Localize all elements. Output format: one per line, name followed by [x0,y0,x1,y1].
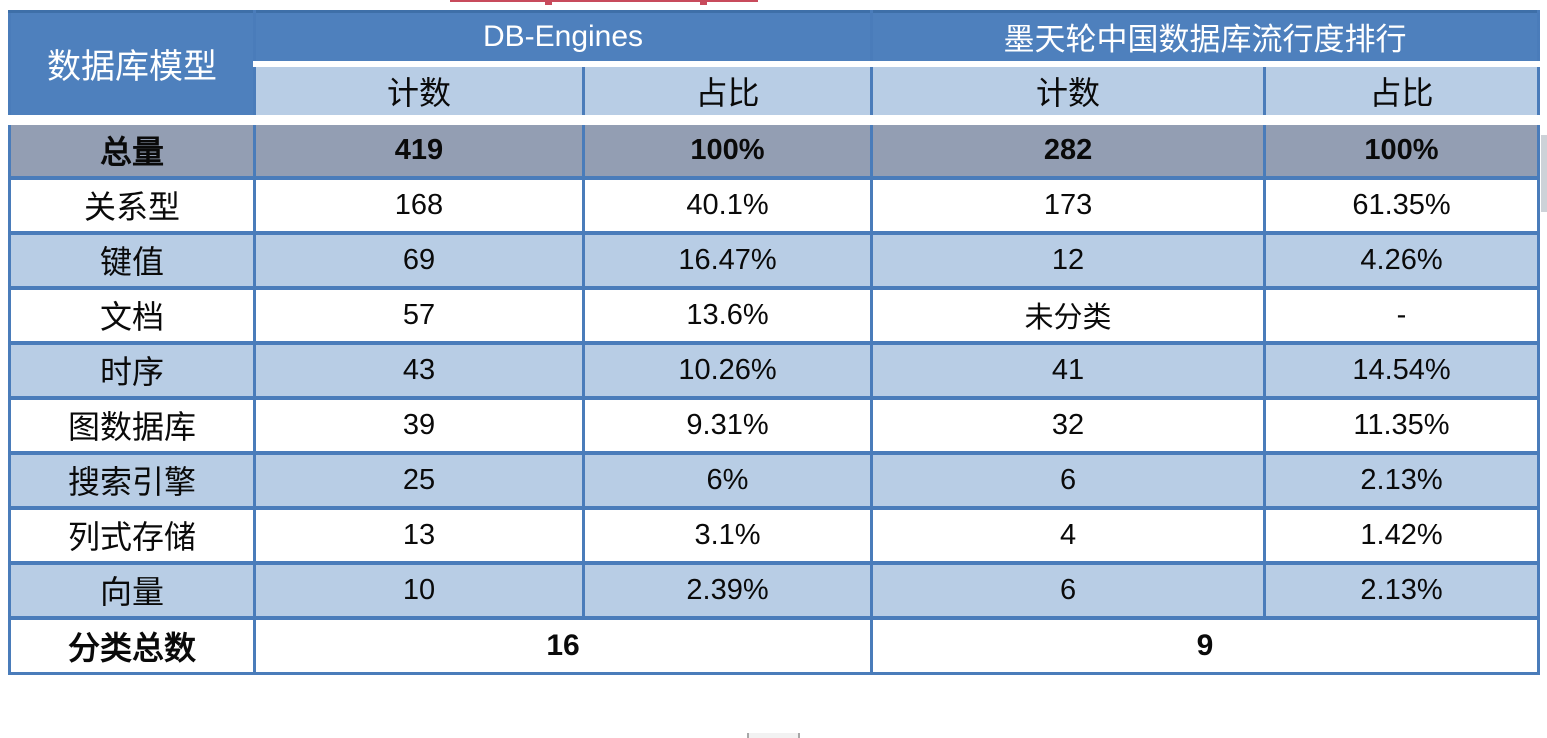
value-cell: 4.26% [1264,230,1539,288]
value-cell: 12 [871,230,1267,288]
value-cell: 13.6% [583,285,874,343]
row-label: 图数据库 [9,395,256,453]
table-row: 向量 10 2.39% 6 2.13% [9,560,1539,618]
value-cell: 282 [871,119,1267,178]
col-header-db-share: 占比 [583,63,874,125]
table-row: 键值 69 16.47% 12 4.26% [9,230,1539,288]
value-cell: 43 [254,340,585,398]
value-cell: 57 [254,285,585,343]
footer-row: 分类总数 16 9 [9,615,1539,674]
value-cell: 419 [254,119,585,178]
row-label: 关系型 [9,175,256,233]
value-cell: 40.1% [583,175,874,233]
cropped-red-text-artifact [545,0,552,5]
value-cell: 16.47% [583,230,874,288]
value-cell-modb-category-total: 9 [871,615,1539,674]
row-label: 列式存储 [9,505,256,563]
value-cell: 168 [254,175,585,233]
value-cell: 6 [871,560,1267,618]
value-cell: 69 [254,230,585,288]
value-cell: 6% [583,450,874,508]
value-cell: 25 [254,450,585,508]
value-cell: 3.1% [583,505,874,563]
value-cell: 14.54% [1264,340,1539,398]
value-cell: 6 [871,450,1267,508]
value-cell: 2.13% [1264,450,1539,508]
value-cell: 10.26% [583,340,874,398]
group-header-modb: 墨天轮中国数据库流行度排行 [871,11,1539,67]
value-cell: 9.31% [583,395,874,453]
value-cell: 2.39% [583,560,874,618]
table-row: 文档 57 13.6% 未分类 - [9,285,1539,343]
value-cell-db-engines-category-total: 16 [254,615,874,674]
scrollbar-fragment-bottom [747,733,800,738]
cropped-red-text-artifact [700,0,707,5]
value-cell: 11.35% [1264,395,1539,453]
table-row: 关系型 168 40.1% 173 61.35% [9,175,1539,233]
value-cell: - [1264,285,1539,343]
col-header-modb-share: 占比 [1264,63,1539,125]
table-row: 搜索引擎 25 6% 6 2.13% [9,450,1539,508]
row-header-cell: 数据库模型 [9,11,256,125]
row-label-category-count: 分类总数 [9,615,256,674]
value-cell: 32 [871,395,1267,453]
value-cell: 2.13% [1264,560,1539,618]
value-cell: 61.35% [1264,175,1539,233]
value-cell: 10 [254,560,585,618]
table-row: 时序 43 10.26% 41 14.54% [9,340,1539,398]
table-row: 列式存储 13 3.1% 4 1.42% [9,505,1539,563]
value-cell: 173 [871,175,1267,233]
col-header-modb-count: 计数 [871,63,1267,125]
row-label: 时序 [9,340,256,398]
database-model-comparison-table: 数据库模型 DB-Engines 墨天轮中国数据库流行度排行 计数 占比 计数 … [8,10,1540,675]
table-row: 图数据库 39 9.31% 32 11.35% [9,395,1539,453]
value-cell: 未分类 [871,285,1267,343]
row-label: 向量 [9,560,256,618]
value-cell: 41 [871,340,1267,398]
row-label: 搜索引擎 [9,450,256,508]
row-label-total: 总量 [9,119,256,178]
value-cell: 4 [871,505,1267,563]
value-cell: 13 [254,505,585,563]
row-label: 键值 [9,230,256,288]
scrollbar-fragment-right [1541,135,1547,212]
value-cell: 39 [254,395,585,453]
cropped-red-text-artifact [450,0,758,2]
value-cell: 1.42% [1264,505,1539,563]
col-header-db-count: 计数 [254,63,585,125]
group-header-db-engines: DB-Engines [254,11,874,67]
row-label: 文档 [9,285,256,343]
value-cell: 100% [1264,119,1539,178]
value-cell: 100% [583,119,874,178]
